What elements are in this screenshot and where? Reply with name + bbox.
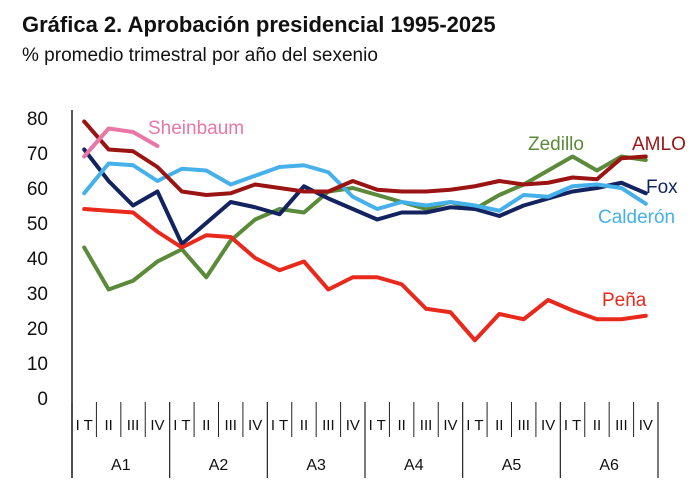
series-line-sheinbaum [82,126,160,159]
x-tick-label: IV [443,417,457,434]
series-line-peña [82,207,648,343]
year-label: A1 [111,457,131,474]
legend-label-zedillo: Zedillo [528,134,584,155]
x-tick-label: III [224,417,237,434]
series-line-amlo [82,119,648,197]
series-line-fox [82,147,648,246]
x-tick-label: I T [173,417,190,434]
y-tick-label: 60 [27,179,48,200]
x-tick-label: I T [76,417,93,434]
y-tick-label: 40 [27,249,48,270]
year-label: A5 [502,457,522,474]
y-tick-label: 70 [27,144,48,165]
x-tick-label: III [127,417,140,434]
x-tick-label: II [397,417,405,434]
year-label: A6 [599,457,619,474]
x-tick-label: I T [564,417,581,434]
year-label: A3 [306,457,326,474]
legend-label-peña: Peña [602,290,647,311]
y-tick-label: 30 [27,284,48,305]
x-tick-label: III [322,417,335,434]
x-tick-label: III [615,417,628,434]
y-tick-label: 50 [27,214,48,235]
x-tick-label: I T [271,417,288,434]
x-tick-label: I T [466,417,483,434]
x-tick-label: II [202,417,210,434]
x-tick-label: IV [541,417,555,434]
series-line-calderón [82,161,648,213]
x-tick-label: IV [150,417,164,434]
x-tick-label: II [593,417,601,434]
x-tick-label: III [517,417,530,434]
y-tick-label: 20 [27,319,48,340]
x-tick-label: II [495,417,503,434]
y-tick-label: 80 [27,109,48,130]
x-tick-label: II [104,417,112,434]
x-tick-label: II [300,417,308,434]
y-tick-label: 0 [37,389,48,410]
year-label: A2 [209,457,229,474]
y-tick-label: 10 [27,354,48,375]
x-tick-label: I T [369,417,386,434]
year-label: A4 [404,457,424,474]
x-tick-label: III [420,417,433,434]
legend-label-calderón: Calderón [598,207,675,228]
chart-title: Gráfica 2. Aprobación presidencial 1995-… [22,12,496,37]
x-tick-label: IV [639,417,653,434]
legend-label-fox: Fox [646,177,678,198]
series-line-zedillo [82,154,648,292]
legend-label-amlo: AMLO [632,134,686,155]
x-tick-label: IV [346,417,360,434]
legend-label-sheinbaum: Sheinbaum [148,118,244,139]
chart-subtitle: % promedio trimestral por año del sexeni… [22,45,378,66]
x-tick-label: IV [248,417,262,434]
